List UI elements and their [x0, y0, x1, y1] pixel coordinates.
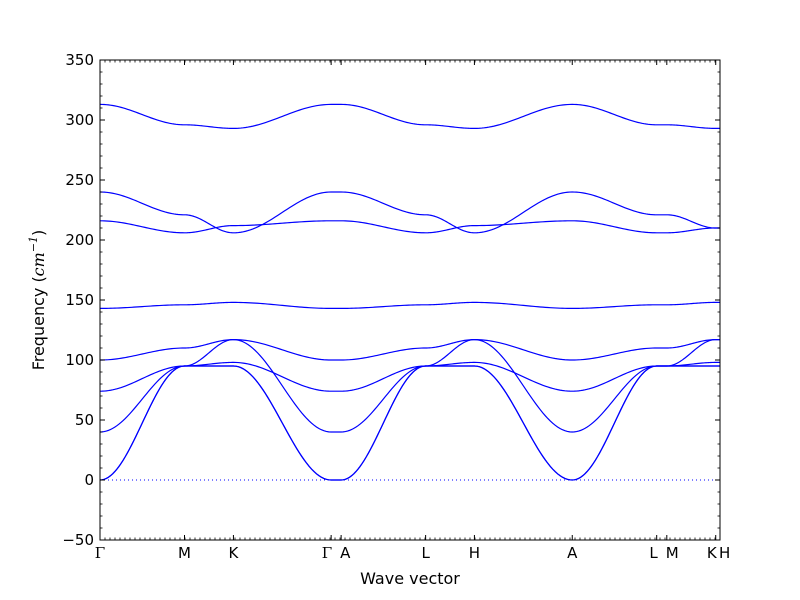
y-tick-label: 50	[75, 411, 94, 429]
x-tick-label: H	[719, 544, 730, 562]
x-tick-label: K	[707, 544, 718, 562]
x-tick-label: K	[229, 544, 240, 562]
x-tick-label: H	[469, 544, 480, 562]
y-axis-label: Frequency (cm−1)	[27, 230, 48, 371]
x-tick-label: Γ	[322, 544, 332, 562]
x-tick-label: M	[178, 544, 191, 562]
x-tick-label: L	[421, 544, 430, 562]
y-axis-unit-exponent: −1	[27, 236, 40, 252]
x-tick-label: L	[649, 544, 658, 562]
band-line-3	[99, 220, 720, 234]
x-tick-label: M	[666, 544, 679, 562]
x-tick-label: A	[340, 544, 351, 562]
band-line-9	[99, 365, 720, 481]
y-tick-label: 100	[65, 351, 94, 369]
band-line-4	[99, 301, 720, 310]
y-tick-label: 350	[65, 51, 94, 69]
band-line-5	[99, 338, 720, 361]
plot-background	[100, 60, 720, 540]
y-tick-label: 300	[65, 111, 94, 129]
y-tick-label: 150	[65, 291, 94, 309]
x-tick-label: Γ	[95, 544, 105, 562]
y-axis-label-text: Frequency	[29, 288, 48, 371]
band-line-1	[99, 103, 720, 130]
y-tick-label: 250	[65, 171, 94, 189]
band-line-2	[99, 191, 720, 234]
y-tick-label: −50	[62, 531, 94, 549]
x-axis-label: Wave vector	[360, 569, 460, 588]
y-axis-unit: cm	[29, 252, 48, 276]
band-line-7	[99, 338, 720, 433]
x-tick-label: A	[567, 544, 578, 562]
y-tick-label: 200	[65, 231, 94, 249]
plot-frame	[99, 59, 721, 541]
y-tick-label: 0	[84, 471, 94, 489]
